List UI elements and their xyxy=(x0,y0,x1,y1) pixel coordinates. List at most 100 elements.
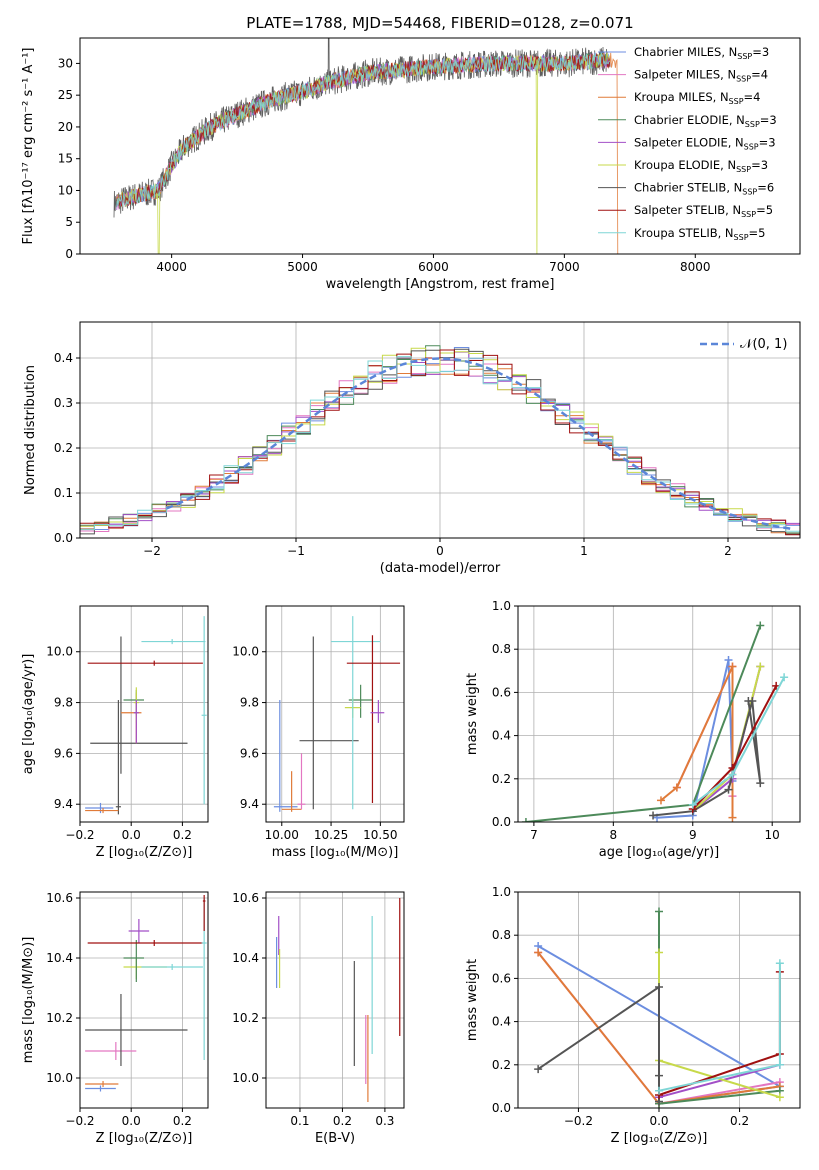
weight-line xyxy=(660,666,734,818)
y-tick-label: 0.2 xyxy=(492,772,511,786)
x-axis-label: Z [log₁₀(Z/Z⊙)] xyxy=(611,1131,708,1146)
weight-marker xyxy=(756,779,765,788)
axes-frame xyxy=(265,605,405,823)
legend-entry: Kroupa STELIB, NSSP=5 xyxy=(634,226,765,242)
x-axis-label: mass [log₁₀(M/M⊙)] xyxy=(272,845,399,860)
legend-label: Kroupa MILES, N xyxy=(634,90,729,104)
y-tick-label: 0.3 xyxy=(54,396,73,410)
y-tick-label: 0.6 xyxy=(492,971,511,985)
plot-marks xyxy=(534,907,784,1108)
x-tick-label: 0 xyxy=(436,544,444,558)
legend-label: Kroupa ELODIE, N xyxy=(634,158,736,172)
x-tick-label: 0.1 xyxy=(290,1114,309,1128)
y-tick-label: 25 xyxy=(58,88,73,102)
legend-sub: SSP xyxy=(737,52,752,61)
weight-marker xyxy=(728,813,737,822)
x-tick-label: 2 xyxy=(724,544,732,558)
weight-marker xyxy=(649,811,658,820)
plot-area xyxy=(266,892,404,1108)
y-tick-label: 0.0 xyxy=(54,531,73,545)
legend-entry: Salpeter ELODIE, NSSP=3 xyxy=(634,135,776,151)
legend-entry: Kroupa MILES, NSSP=4 xyxy=(634,90,760,106)
weight-marker xyxy=(775,1093,784,1102)
legend-suffix: =3 xyxy=(751,158,768,172)
x-tick-label: 0.2 xyxy=(173,828,192,842)
x-tick-label: 0.0 xyxy=(649,1114,668,1128)
y-tick-label: 10.0 xyxy=(232,1071,259,1085)
x-tick-label: 0.2 xyxy=(730,1114,749,1128)
plot-area xyxy=(80,606,208,822)
y-tick-label: 0 xyxy=(65,247,73,261)
weight-marker xyxy=(534,1065,543,1074)
legend-sub: SSP xyxy=(744,142,759,151)
y-tick-label: 10.4 xyxy=(46,951,73,965)
x-tick-label: 6000 xyxy=(418,260,449,274)
plot-marks xyxy=(276,898,401,1102)
weight-marker xyxy=(655,983,663,992)
x-tick-label: −0.2 xyxy=(564,1114,593,1128)
histogram-step xyxy=(80,356,800,532)
y-tick-label: 10.4 xyxy=(232,951,259,965)
x-tick-label: −0.2 xyxy=(65,1114,94,1128)
y-tick-label: 1.0 xyxy=(492,599,511,613)
plot-marks xyxy=(80,345,800,536)
y-tick-label: 10.6 xyxy=(46,891,73,905)
weight-marker xyxy=(780,673,789,682)
legend-entry: Chabrier MILES, NSSP=3 xyxy=(634,45,769,61)
axes-frame xyxy=(79,891,209,1109)
axes: −0.2 0.0 0.2 9.4 9.6 9.8 10.0 Z [log₁₀(Z/Z⊙)] ag… xyxy=(21,605,209,860)
axes: −0.2 0.0 0.2 0.0 0.2 0.4 0.6 0.8 1.0 Z [log₁₀(Z/Z… xyxy=(465,885,801,1146)
x-axis-label: (data-model)/error xyxy=(380,561,501,576)
y-tick-label: 0.8 xyxy=(492,642,511,656)
y-tick-label: 9.6 xyxy=(240,746,259,760)
legend-entry: Chabrier STELIB, NSSP=6 xyxy=(634,181,774,197)
legend-suffix: =6 xyxy=(757,181,774,195)
y-tick-label: 10 xyxy=(58,183,73,197)
panel-massE: 0.1 0.2 0.3 10.0 10.2 10.4 10.6 E(B-V) xyxy=(232,891,405,1146)
y-axis-label: mass weight xyxy=(465,673,480,755)
x-axis-label: age [log₁₀(age/yr)] xyxy=(599,845,720,860)
y-tick-label: 1.0 xyxy=(492,885,511,899)
y-axis-label: mass [log₁₀(M/M⊙)] xyxy=(21,937,36,1064)
weight-marker xyxy=(744,697,753,706)
axes: 10.00 10.25 10.50 9.4 9.6 9.8 10.0 mass [log₁₀(… xyxy=(232,605,405,860)
y-tick-label: 9.4 xyxy=(54,797,73,811)
legend-suffix: =4 xyxy=(751,68,768,82)
y-tick-label: 10.2 xyxy=(232,1011,259,1025)
legend-suffix: =3 xyxy=(752,45,769,59)
legend-sub: SSP xyxy=(736,75,751,84)
y-tick-label: 9.8 xyxy=(240,696,259,710)
x-tick-label: 5000 xyxy=(287,260,318,274)
y-tick-label: 0.4 xyxy=(492,1015,511,1029)
legend-label: Chabrier MILES, N xyxy=(634,45,737,59)
y-axis-label: mass weight xyxy=(465,959,480,1041)
y-tick-label: 9.6 xyxy=(54,746,73,760)
plot-marks xyxy=(85,895,207,1092)
plot-marks xyxy=(273,616,401,812)
weight-marker xyxy=(655,907,663,916)
panel-spectrum: 4000 5000 6000 7000 8000 0 5 10 15 20 25 30 waveleng… xyxy=(21,37,801,292)
x-tick-label: 7000 xyxy=(549,260,580,274)
x-tick-label: 0.0 xyxy=(122,1114,141,1128)
y-tick-label: 0.4 xyxy=(492,729,511,743)
panel-wZ: −0.2 0.0 0.2 0.0 0.2 0.4 0.6 0.8 1.0 Z [log₁₀(Z/Z… xyxy=(465,885,801,1146)
x-tick-label: 7 xyxy=(530,828,538,842)
y-axis-label: age [log₁₀(age/yr)] xyxy=(21,654,36,775)
legend-suffix: =3 xyxy=(759,135,776,149)
spectrum-line xyxy=(116,52,611,208)
axes: 0.1 0.2 0.3 10.0 10.2 10.4 10.6 E(B-V) xyxy=(232,891,405,1146)
gaussian-legend-label: 𝒩(0, 1) xyxy=(740,337,787,352)
y-axis-label: Normed distribution xyxy=(23,365,38,495)
y-tick-label: 0.0 xyxy=(492,1101,511,1115)
histogram-step xyxy=(80,349,800,536)
x-tick-label: 10 xyxy=(765,828,780,842)
x-tick-label: 4000 xyxy=(156,260,187,274)
legend-label: Salpeter STELIB, N xyxy=(634,203,741,217)
panel-wAge: 7 8 9 10 0.0 0.2 0.4 0.6 0.8 1.0 age [log₁₀(age/yr… xyxy=(465,599,801,860)
y-tick-label: 10.6 xyxy=(232,891,259,905)
weight-marker xyxy=(724,785,733,794)
x-axis-label: wavelength [Angstrom, rest frame] xyxy=(326,277,555,292)
weight-marker xyxy=(688,800,697,809)
weight-marker xyxy=(672,783,681,792)
y-tick-label: 5 xyxy=(65,215,73,229)
